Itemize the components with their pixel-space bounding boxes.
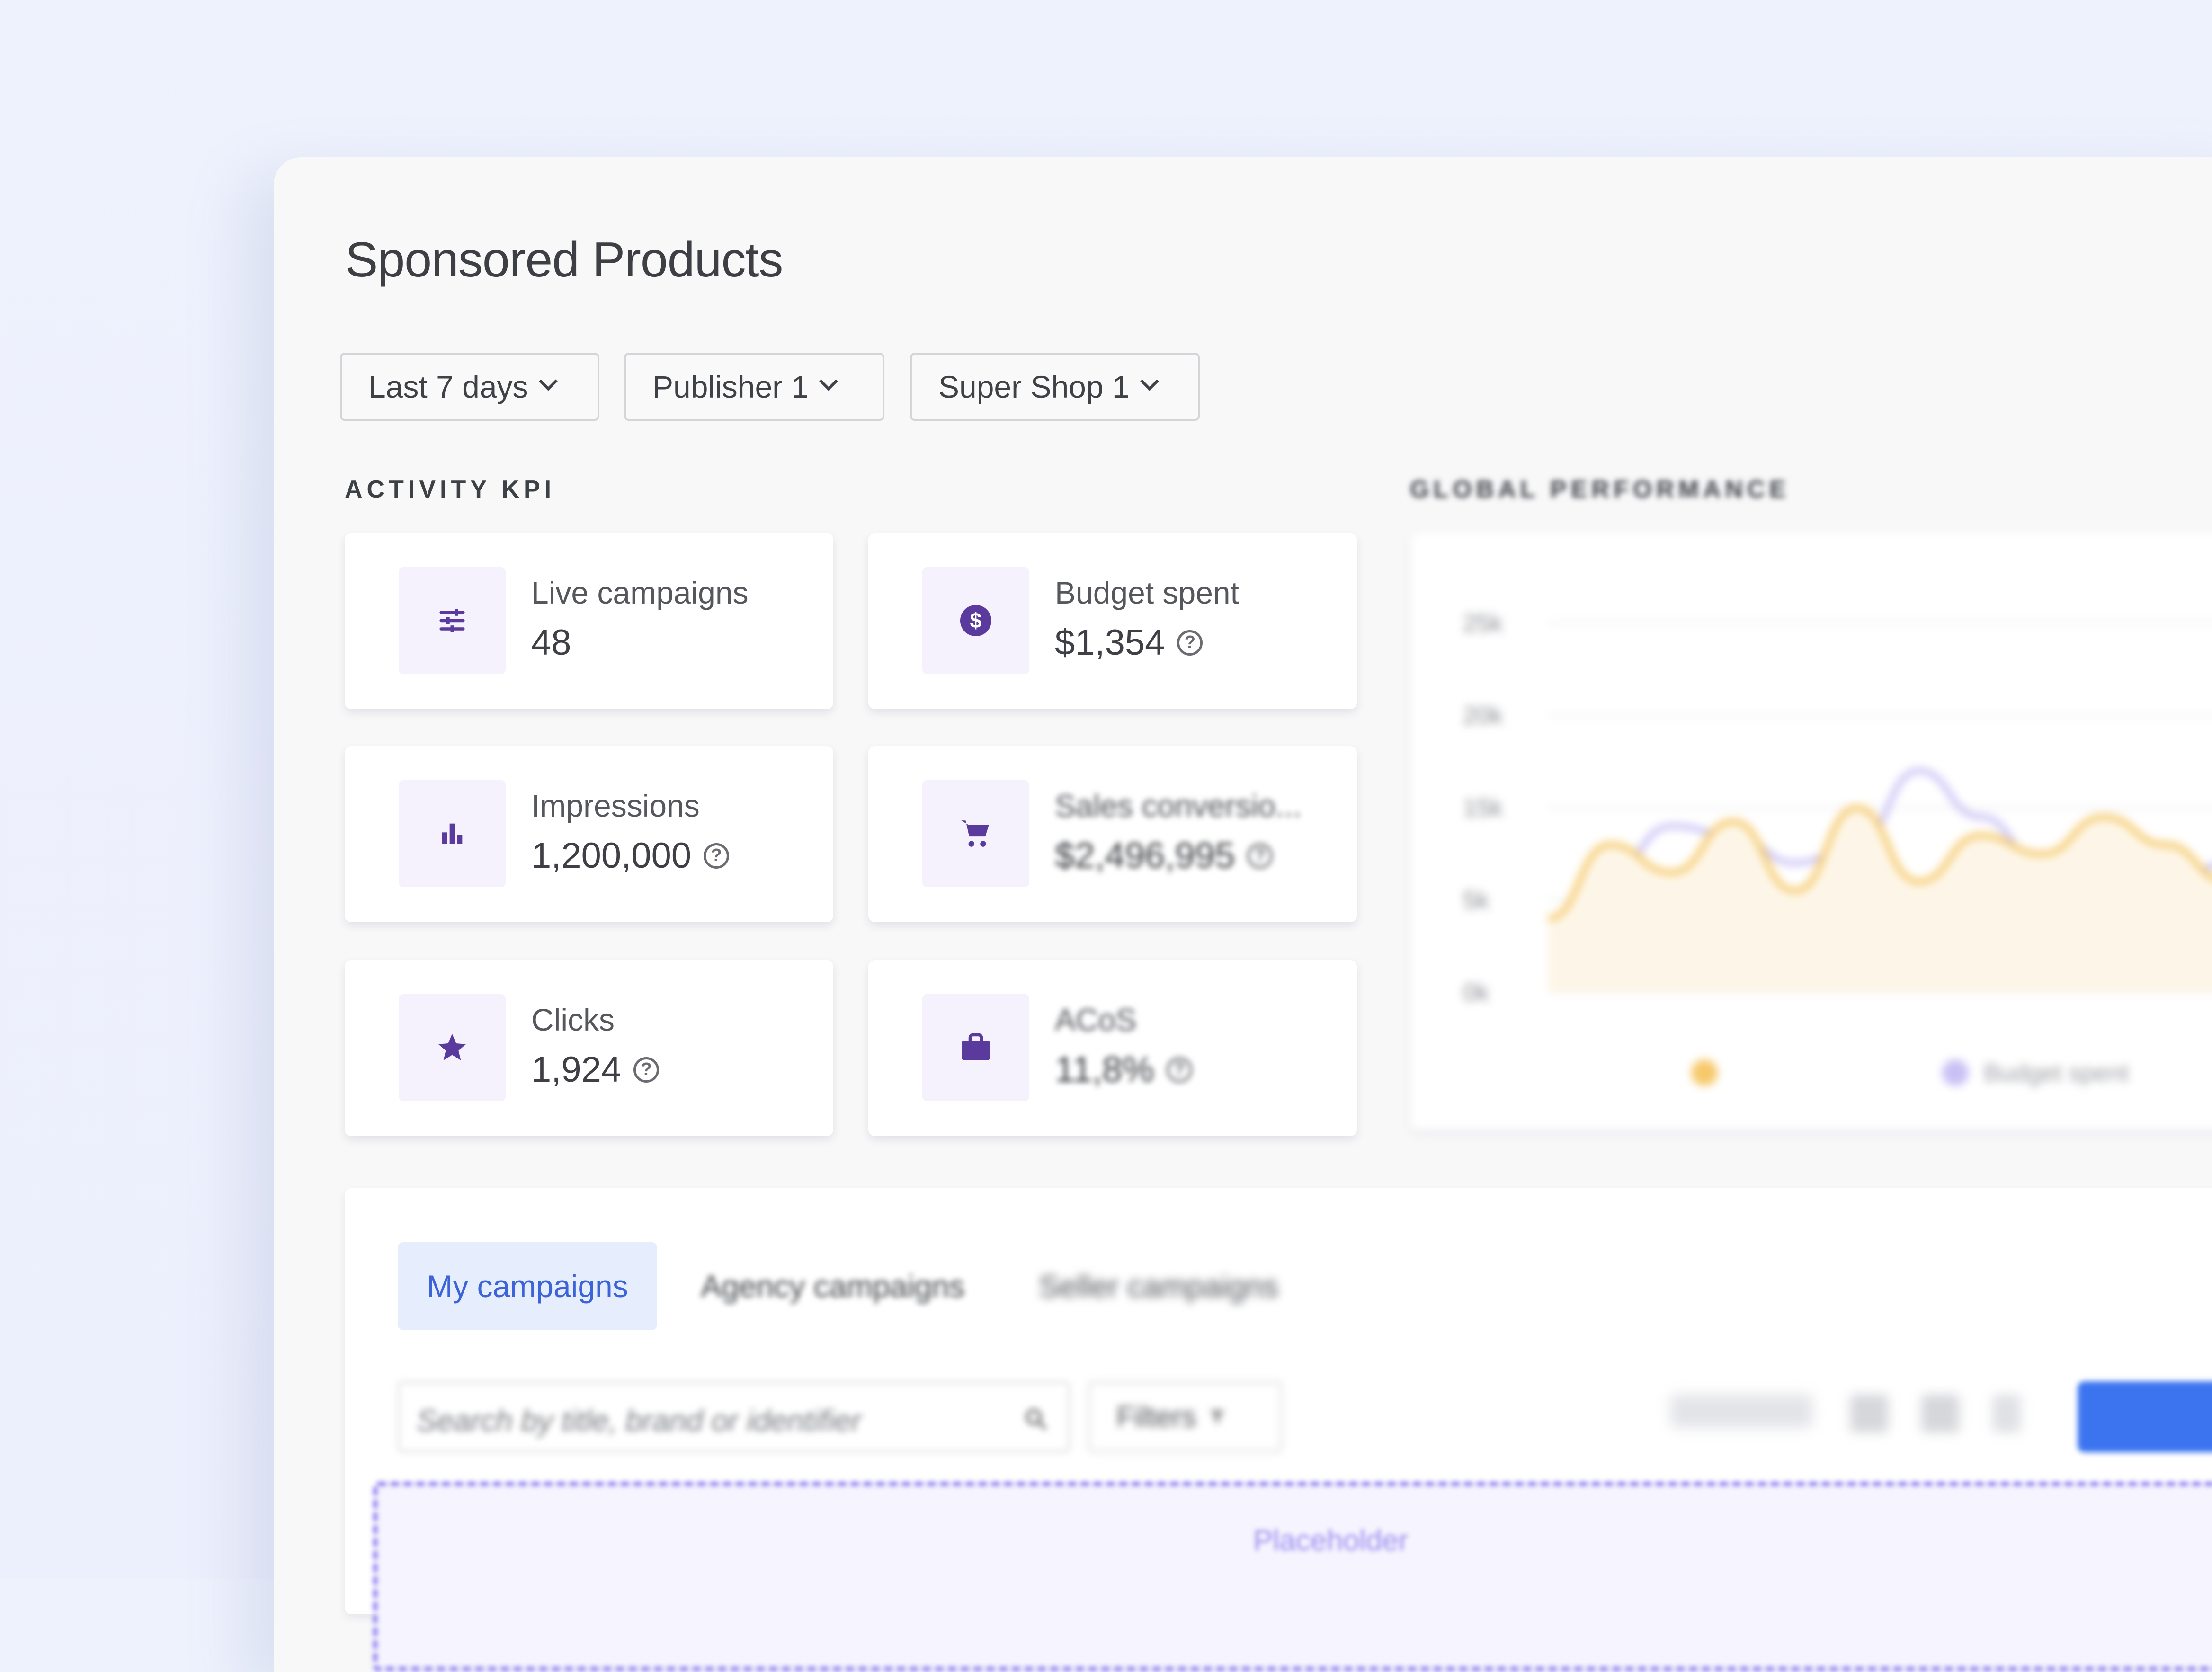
- shop-label: Super Shop 1: [938, 369, 1130, 404]
- chevron-down-icon: [1140, 372, 1159, 391]
- star-icon: [399, 994, 506, 1101]
- briefcase-icon: [922, 994, 1029, 1101]
- kpi-label: Sales conversio...: [1055, 788, 1302, 823]
- publisher-label: Publisher 1: [652, 369, 809, 404]
- kpi-label: Live campaigns: [531, 575, 749, 610]
- filter-icon: [1210, 1410, 1224, 1424]
- kpi-card-live-campaigns: Live campaigns 48: [345, 533, 833, 709]
- filters-label: Filters: [1116, 1400, 1196, 1433]
- series-line: [1548, 804, 2212, 921]
- kpi-card-impressions: Impressions 1,200,000?: [345, 746, 833, 922]
- dollar-coin-icon: $: [922, 567, 1029, 674]
- page-title: Sponsored Products: [345, 232, 783, 287]
- y-tick-label: 15k: [1463, 794, 1503, 822]
- y-tick-label: 0k: [1463, 979, 1490, 1006]
- kpi-label: Impressions: [531, 788, 700, 823]
- publisher-dropdown[interactable]: Publisher 1: [624, 353, 884, 421]
- help-icon[interactable]: ?: [1166, 1057, 1192, 1083]
- global-performance-heading: GLOBAL PERFORMANCE: [1410, 476, 1790, 503]
- search-placeholder: Search by title, brand or identifier: [417, 1404, 862, 1438]
- kpi-label: Budget spent: [1055, 575, 1239, 610]
- chevron-down-icon: [538, 372, 558, 391]
- search-icon: [1026, 1409, 1047, 1431]
- sliders-icon: [399, 567, 506, 674]
- kpi-card-sales-conversion: Sales conversio... $2,496,995?: [868, 746, 1357, 922]
- chevron-down-icon: [819, 372, 838, 391]
- help-icon[interactable]: ?: [1177, 630, 1203, 656]
- placeholder-text: Placeholder: [1253, 1524, 1409, 1557]
- help-icon[interactable]: ?: [704, 843, 730, 869]
- filters-button[interactable]: Filters: [1088, 1381, 1282, 1452]
- y-tick-label: 20k: [1463, 702, 1503, 729]
- legend-marker: [1942, 1059, 1969, 1086]
- kpi-value: 48: [531, 623, 571, 663]
- view-toggle-icon[interactable]: [1850, 1395, 1888, 1432]
- kpi-value: 1,924?: [531, 1049, 660, 1090]
- legend-label: Budget spent: [1984, 1059, 2129, 1087]
- bar-chart-icon: [399, 780, 506, 887]
- svg-text:$: $: [970, 608, 981, 632]
- chart-svg: 25k 20k 15k 5k 0k Budget spent: [1463, 610, 2212, 1087]
- placeholder-area: Placeholder: [373, 1482, 2212, 1671]
- help-icon[interactable]: ?: [1247, 843, 1273, 869]
- global-performance-chart: 25k 20k 15k 5k 0k Budget spent: [1411, 533, 2212, 1129]
- help-icon[interactable]: ?: [633, 1057, 660, 1083]
- y-tick-label: 5k: [1463, 887, 1490, 914]
- legend-marker: [1691, 1059, 1718, 1086]
- date-range-label: Last 7 days: [368, 369, 528, 404]
- tab-seller-campaigns[interactable]: Seller campaigns: [1039, 1269, 1279, 1304]
- kpi-value: $2,496,995?: [1055, 835, 1273, 876]
- activity-kpi-heading: ACTIVITY KPI: [345, 476, 556, 503]
- campaigns-section: My campaigns Agency campaigns Seller cam…: [345, 1188, 2212, 1671]
- kpi-card-acos: ACoS 11,8%?: [868, 960, 1357, 1136]
- kpi-label: Clicks: [531, 1002, 615, 1037]
- shop-dropdown[interactable]: Super Shop 1: [910, 353, 1200, 421]
- create-campaign-button[interactable]: [2078, 1381, 2212, 1452]
- date-range-dropdown[interactable]: Last 7 days: [340, 353, 599, 421]
- search-input[interactable]: Search by title, brand or identifier: [398, 1381, 1070, 1452]
- more-icon[interactable]: [1992, 1395, 2021, 1432]
- kpi-card-clicks: Clicks 1,924?: [345, 960, 833, 1136]
- tab-my-campaigns[interactable]: My campaigns: [398, 1242, 657, 1330]
- kpi-value: $1,354?: [1055, 622, 1203, 663]
- kpi-value: 1,200,000?: [531, 835, 730, 876]
- tab-agency-campaigns[interactable]: Agency campaigns: [701, 1269, 965, 1304]
- kpi-label: ACoS: [1055, 1002, 1137, 1037]
- shopping-cart-icon: [922, 780, 1029, 887]
- kpi-card-budget-spent: $ Budget spent $1,354?: [868, 533, 1357, 709]
- export-icon[interactable]: [1921, 1395, 1959, 1432]
- kpi-value: 11,8%?: [1055, 1049, 1192, 1090]
- columns-control[interactable]: [1670, 1395, 1812, 1428]
- y-tick-label: 25k: [1463, 610, 1503, 637]
